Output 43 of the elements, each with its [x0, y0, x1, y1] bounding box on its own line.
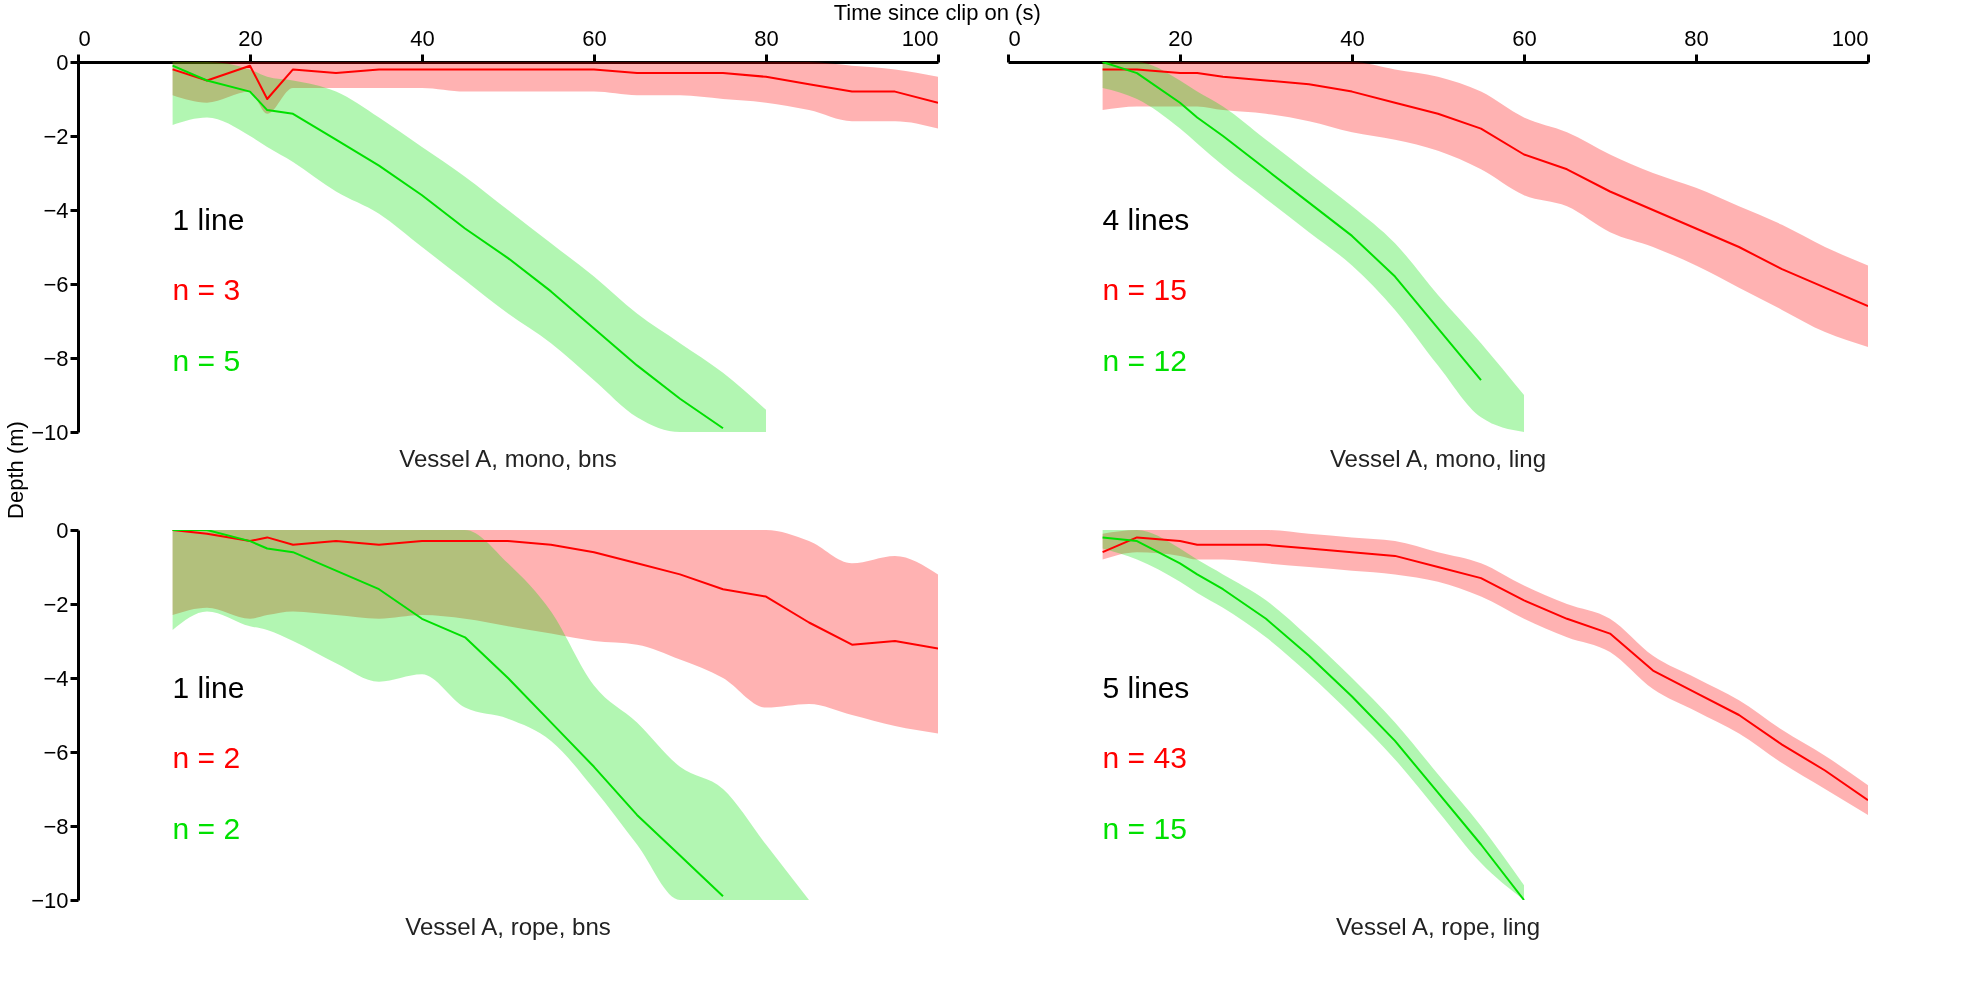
y-tick-label: −4 — [43, 665, 69, 691]
annotation: 1 line — [172, 203, 245, 237]
annotation: 4 lines — [1102, 203, 1190, 237]
text: Vessel A, mono, ling — [1329, 445, 1547, 472]
y-tick-label: −10 — [31, 887, 69, 913]
annotation: n = 43 — [1102, 741, 1187, 775]
annotation: n = 15 — [1102, 811, 1187, 845]
annotation: n = 3 — [172, 273, 241, 307]
text: Vessel A, rope, bns — [405, 913, 611, 940]
annotation: n = 5 — [172, 343, 241, 377]
annotation: n = 2 — [172, 741, 241, 775]
x-tick-label: 20 — [1168, 25, 1193, 51]
y-tick-label: −4 — [43, 197, 69, 223]
y-tick-label: −10 — [31, 419, 69, 445]
y-tick-label: −6 — [43, 739, 69, 765]
x-tick-label: 60 — [1512, 25, 1537, 51]
y-tick-label: −2 — [43, 591, 69, 617]
x-tick-label: 40 — [1340, 25, 1365, 51]
annotation: n = 2 — [172, 811, 241, 845]
line-series — [171, 64, 938, 104]
x-tick-label: 60 — [582, 25, 607, 51]
x-axis-title: Time since clip on (s) — [833, 0, 1041, 25]
x-tick-label: 80 — [1684, 25, 1709, 51]
y-tick-label: −2 — [43, 123, 69, 149]
y-tick-label: −8 — [43, 813, 69, 839]
y-tick-label: −6 — [43, 271, 69, 297]
x-tick-label: 100 — [1831, 25, 1869, 51]
annotation: n = 15 — [1102, 273, 1187, 307]
annotation: 5 lines — [1102, 671, 1190, 705]
text: Vessel A, mono, bns — [399, 445, 617, 472]
x-tick-label: 20 — [238, 25, 263, 51]
annotation: n = 12 — [1102, 343, 1187, 377]
y-tick-label: −8 — [43, 345, 69, 371]
x-tick-label: 100 — [901, 25, 939, 51]
y-axis-title: Depth (m) — [3, 421, 28, 519]
y-tick-label: 0 — [56, 517, 69, 543]
text: Vessel A, rope, ling — [1335, 913, 1541, 940]
x-tick-label: 0 — [1008, 25, 1021, 51]
y-tick-label: 0 — [56, 49, 69, 75]
x-tick-label: 0 — [78, 25, 91, 51]
x-tick-label: 80 — [754, 25, 779, 51]
x-tick-label: 40 — [410, 25, 435, 51]
annotation: 1 line — [172, 671, 245, 705]
